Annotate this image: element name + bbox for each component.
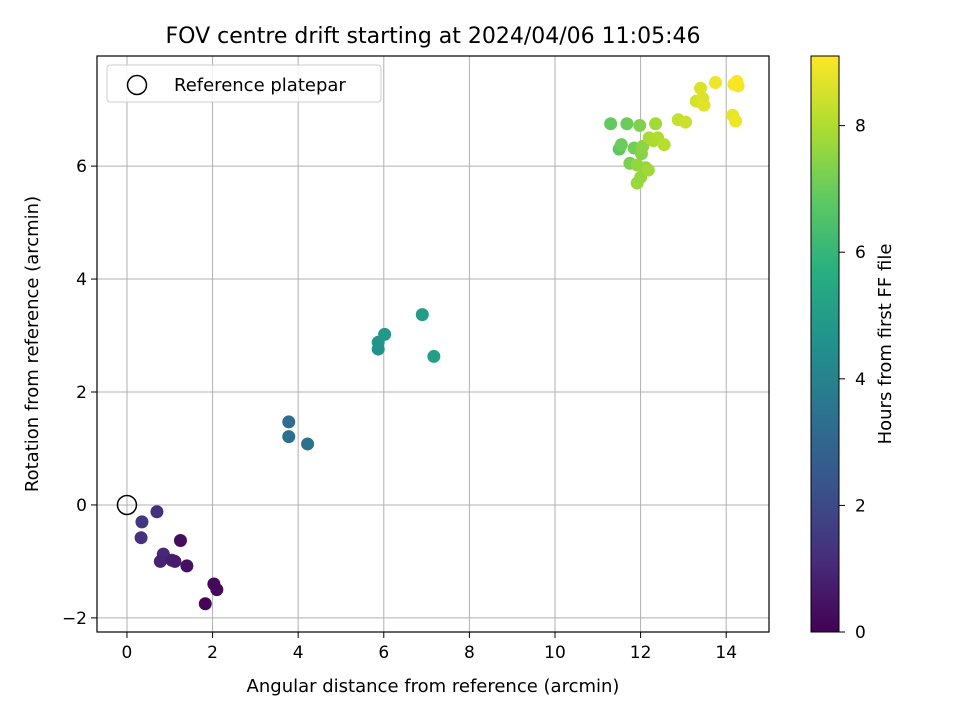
data-point <box>731 79 745 93</box>
data-point <box>282 415 296 429</box>
y-tick-label: 6 <box>76 157 87 177</box>
data-point <box>614 138 628 152</box>
grid <box>97 56 769 632</box>
chart-title: FOV centre drift starting at 2024/04/06 … <box>166 24 701 49</box>
data-point <box>604 117 618 131</box>
data-point <box>150 505 164 519</box>
data-point <box>415 308 429 322</box>
legend-entry-reference-platepar: Reference platepar <box>174 75 346 96</box>
y-axis-ticks: −2 0 2 4 6 <box>62 157 97 629</box>
legend-box <box>106 64 382 103</box>
data-point <box>694 81 708 95</box>
data-point <box>153 554 167 568</box>
y-tick-label: 0 <box>76 496 87 516</box>
x-tick-label: 6 <box>378 643 389 663</box>
x-tick-label: 0 <box>122 643 133 663</box>
data-point <box>173 534 187 548</box>
reference-marker-layer <box>116 494 138 516</box>
colorbar-tick-label: 6 <box>855 243 866 263</box>
data-point <box>633 118 647 132</box>
data-point <box>378 327 392 341</box>
data-point <box>427 349 441 363</box>
x-axis-ticks: 0 2 4 6 8 10 12 14 <box>122 632 737 663</box>
data-point <box>620 117 634 131</box>
data-points <box>134 74 745 611</box>
colorbar-ticks: 0 2 4 6 8 <box>839 117 866 643</box>
data-point <box>679 115 693 129</box>
data-point <box>282 430 296 444</box>
plot-frame <box>96 55 770 633</box>
data-point <box>198 597 212 611</box>
data-point <box>135 515 149 529</box>
data-point <box>134 531 148 545</box>
x-tick-label: 4 <box>293 643 304 663</box>
data-point <box>168 554 182 568</box>
data-point <box>301 437 315 451</box>
colorbar: 0 2 4 6 8 Hours from first FF file <box>810 55 896 643</box>
x-tick-label: 14 <box>715 643 737 663</box>
data-point <box>708 76 722 90</box>
data-point <box>210 583 224 597</box>
y-tick-label: 2 <box>76 383 87 403</box>
y-axis-label: Rotation from reference (arcmin) <box>22 196 43 492</box>
colorbar-label: Hours from first FF file <box>875 244 896 445</box>
colorbar-tick-label: 2 <box>855 496 866 516</box>
data-point <box>641 163 655 177</box>
legend: Reference platepar <box>106 64 382 103</box>
colorbar-tick-label: 4 <box>855 370 866 390</box>
colorbar-tick-label: 0 <box>855 623 866 643</box>
data-point <box>180 559 194 573</box>
x-tick-label: 8 <box>464 643 475 663</box>
colorbar-tick-label: 8 <box>855 117 866 137</box>
y-tick-label: 4 <box>76 270 87 290</box>
x-axis-label: Angular distance from reference (arcmin) <box>247 676 620 697</box>
reference-platepar-marker <box>116 494 138 516</box>
data-point <box>697 98 711 112</box>
x-tick-label: 2 <box>207 643 218 663</box>
data-point <box>657 138 671 152</box>
data-point <box>729 114 743 128</box>
colorbar-gradient <box>810 55 840 633</box>
x-tick-label: 12 <box>630 643 652 663</box>
data-point <box>649 117 663 131</box>
legend-reference-marker <box>126 74 148 96</box>
x-tick-label: 10 <box>544 643 566 663</box>
y-tick-label: −2 <box>62 609 87 629</box>
